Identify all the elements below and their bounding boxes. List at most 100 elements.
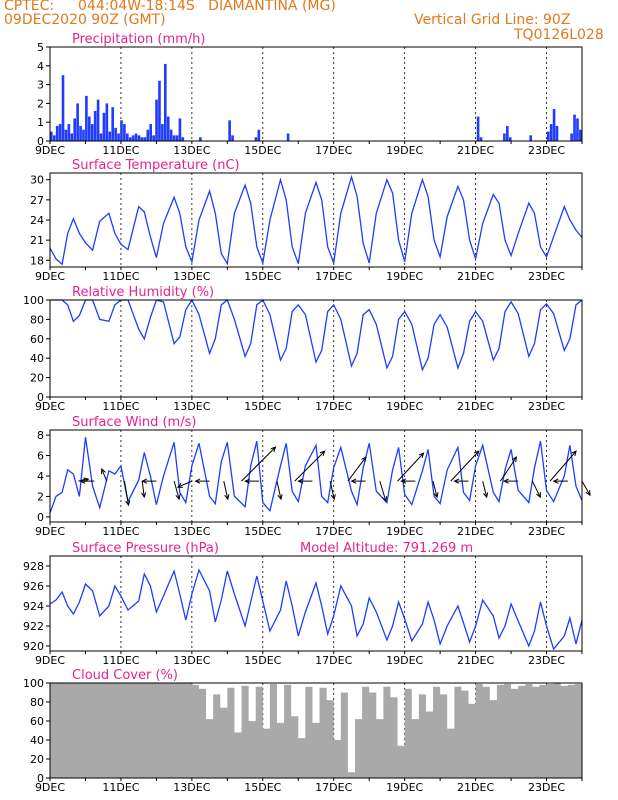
- precip-bar: [134, 133, 138, 141]
- precip-bar: [166, 116, 170, 141]
- precip-bar: [178, 118, 182, 141]
- cloud-frame: [49, 682, 583, 779]
- precip-bar: [131, 135, 135, 141]
- wind-arrow: [531, 480, 541, 498]
- precip-bar: [172, 135, 176, 141]
- wind-arrow-head: [141, 492, 147, 499]
- precip-bar: [123, 124, 126, 141]
- wind-arrow-head: [125, 500, 131, 507]
- precip-bar: [164, 63, 167, 141]
- pressure-xtick-label: 23DEC: [528, 654, 565, 667]
- pressure-frame: [49, 555, 583, 652]
- precip-xtick-label: 21DEC: [457, 144, 494, 157]
- precip-bar: [73, 118, 77, 141]
- cloud-xtick-label: 23DEC: [528, 781, 565, 794]
- rh-xtick-label: 23DEC: [528, 400, 565, 413]
- cloud-xtick-label: 13DEC: [173, 781, 210, 794]
- wind-arrow: [549, 450, 577, 482]
- cloud-title: Cloud Cover (%): [72, 668, 178, 683]
- wind-arrow: [141, 481, 145, 498]
- precip-bar: [99, 133, 103, 141]
- precip-bar: [254, 137, 258, 141]
- wind-arrow: [450, 450, 480, 482]
- precip-xtick-label: 15DEC: [244, 144, 281, 157]
- header-source: CPTEC:: [4, 0, 55, 14]
- precip-bar: [64, 129, 68, 141]
- precip-bar: [143, 137, 147, 141]
- precip-bar: [50, 131, 53, 141]
- cloud-ytick-label: 80: [30, 696, 44, 709]
- precip-bar: [102, 112, 106, 141]
- precip-xtick-label: 17DEC: [315, 144, 352, 157]
- precip-ytick-label: 5: [37, 41, 44, 54]
- precip-bar: [546, 131, 550, 141]
- wind-series-line: [49, 437, 583, 514]
- cloud-ytick-label: 100: [23, 677, 44, 690]
- wind-ytick-label: 4: [37, 470, 44, 483]
- wind-arrow-head: [585, 490, 591, 497]
- temp-xtick-label: 19DEC: [386, 270, 423, 283]
- wind-xtick-label: 19DEC: [386, 525, 423, 538]
- wind-arrow: [101, 468, 108, 482]
- wind-frame: [49, 429, 583, 523]
- cloud-ytick-label: 60: [30, 715, 44, 728]
- wind-arrow-head: [224, 494, 230, 501]
- cloud-ytick-label: 40: [30, 734, 44, 747]
- wind-ytick-label: 8: [37, 429, 44, 442]
- wind-arrow: [123, 481, 129, 506]
- rh-xtick-label: 21DEC: [457, 400, 494, 413]
- precip-bar: [161, 124, 164, 141]
- temp-ytick-label: 27: [30, 194, 44, 207]
- precip-bar: [96, 99, 100, 141]
- temp-ytick-label: 24: [30, 214, 44, 227]
- wind-arrow-head: [176, 483, 183, 488]
- precip-bar: [70, 133, 74, 141]
- pressure-xtick-label: 9DEC: [35, 654, 65, 667]
- pressure-ytick-label: 926: [23, 580, 44, 593]
- precip-xtick-label: 19DEC: [386, 144, 423, 157]
- precip-bar: [76, 103, 79, 141]
- precip-xtick-label: 13DEC: [173, 144, 210, 157]
- wind-arrow-head: [571, 450, 577, 457]
- precip-bar: [128, 137, 132, 141]
- precip-xtick-label: 23DEC: [528, 144, 565, 157]
- precip-bar: [149, 124, 153, 141]
- wind-arrow: [581, 480, 591, 496]
- rh-ytick-label: 0: [37, 391, 44, 404]
- wind-arrow: [379, 480, 387, 502]
- pressure-series-line: [49, 568, 583, 651]
- wind-arrow-head: [194, 478, 201, 484]
- wind-arrow-head: [100, 468, 106, 475]
- precip-ytick-label: 0: [37, 135, 44, 148]
- precip-ytick-label: 3: [37, 79, 44, 92]
- wind-title: Surface Wind (m/s): [72, 415, 196, 430]
- wind-ytick-label: 2: [37, 490, 44, 503]
- wind-ytick-label: 0: [37, 511, 44, 524]
- rh-xtick-label: 17DEC: [315, 400, 352, 413]
- cloud-ytick-label: 0: [37, 772, 44, 785]
- precip-ytick-label: 1: [37, 116, 44, 129]
- temp-xtick-label: 13DEC: [173, 270, 210, 283]
- pressure-ytick-label: 922: [23, 620, 44, 633]
- wind-arrow-head: [175, 494, 181, 501]
- wind-arrow-head: [511, 456, 518, 463]
- wind-arrow-head: [552, 478, 559, 484]
- rh-title: Relative Humidity (%): [72, 285, 214, 300]
- wind-arrow-head: [319, 450, 326, 456]
- wind-ytick-label: 6: [37, 450, 44, 463]
- wind-arrow: [294, 450, 326, 482]
- rh-ytick-label: 20: [30, 372, 44, 385]
- wind-arrow-head: [400, 478, 407, 484]
- temp-xtick-label: 21DEC: [457, 270, 494, 283]
- temp-series-line: [49, 174, 583, 266]
- wind-arrow: [223, 481, 229, 500]
- rh-xtick-label: 19DEC: [386, 400, 423, 413]
- cloud-ytick-label: 20: [30, 753, 44, 766]
- precip-bar: [573, 114, 576, 141]
- wind-arrow-head: [453, 478, 460, 484]
- precip-bar: [90, 124, 94, 141]
- wind-arrow-head: [483, 492, 489, 499]
- precip-bar: [476, 116, 480, 141]
- wind-arrow: [241, 446, 276, 482]
- temp-ytick-label: 21: [30, 234, 44, 247]
